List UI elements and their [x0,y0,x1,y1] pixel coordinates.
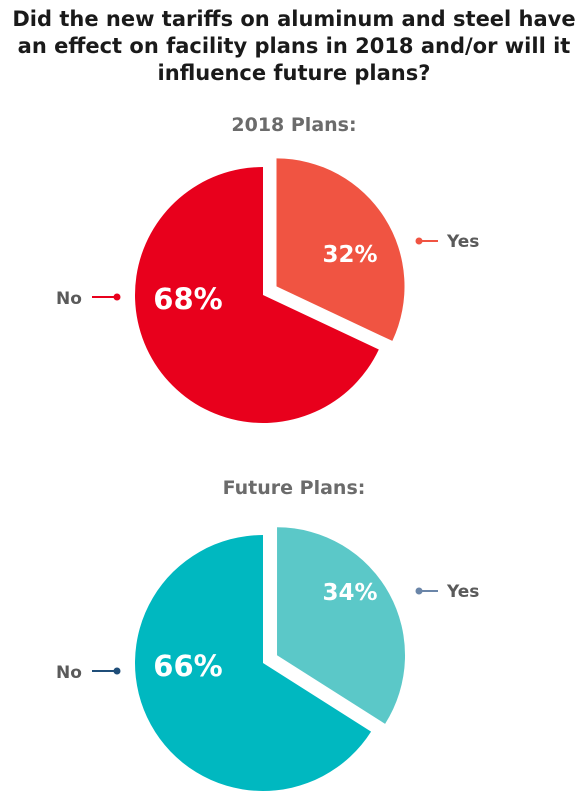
category-label-no-future-plans: No [56,663,82,683]
category-label-yes-future-plans: Yes [446,582,479,602]
data-label-no-future-plans: 66% [153,649,222,683]
pie-title-plans-2018: 2018 Plans: [231,114,356,136]
data-label-no-plans-2018: 68% [153,282,222,316]
slice-no-future-plans [134,535,372,791]
chart-main-title: Did the new tariffs on aluminum and stee… [0,6,588,87]
slice-yes-future-plans [277,527,406,724]
category-label-yes-plans-2018: Yes [446,232,479,252]
title-line-2: an effect on facility plans in 2018 and/… [17,34,571,58]
title-line-1: Did the new tariffs on aluminum and stee… [12,7,576,31]
data-label-yes-future-plans: 34% [322,580,377,606]
slice-no-plans-2018 [134,167,379,423]
category-label-no-plans-2018: No [56,289,82,309]
data-label-yes-plans-2018: 32% [322,242,377,268]
slice-yes-plans-2018 [276,158,405,341]
pie-title-future-plans: Future Plans: [223,477,366,499]
title-line-3: influence future plans? [157,61,431,85]
